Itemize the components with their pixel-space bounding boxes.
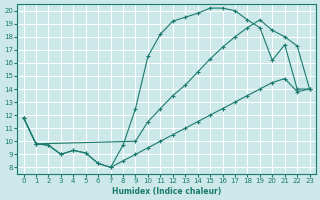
X-axis label: Humidex (Indice chaleur): Humidex (Indice chaleur) [112, 187, 221, 196]
